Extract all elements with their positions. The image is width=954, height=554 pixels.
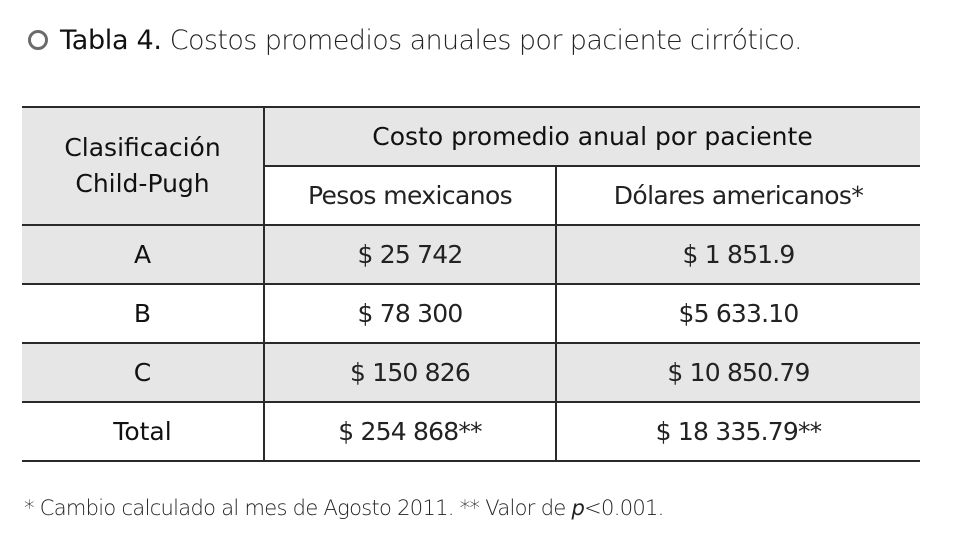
header-row-1: Clasificación Child-Pugh Costo promedio … bbox=[22, 106, 920, 226]
table-row-total: Total $ 254 868** $ 18 335.79** bbox=[22, 401, 920, 462]
table-row: A $ 25 742 $ 1 851.9 bbox=[22, 224, 920, 285]
table-row: C $ 150 826 $ 10 850.79 bbox=[22, 342, 920, 403]
row-class: Total bbox=[22, 401, 265, 462]
table-label: Tabla 4. bbox=[60, 24, 162, 56]
table-caption: Tabla 4. Costos promedios anuales por pa… bbox=[28, 18, 803, 62]
cost-table: Clasificación Child-Pugh Costo promedio … bbox=[22, 106, 920, 462]
row-usd: $ 1 851.9 bbox=[556, 224, 920, 285]
footnote-text: * Cambio calculado al mes de Agosto 2011… bbox=[24, 496, 572, 520]
header-dolares: Dólares americanos* bbox=[556, 165, 920, 226]
circle-bullet-icon bbox=[28, 30, 48, 50]
row-usd: $ 10 850.79 bbox=[556, 342, 920, 403]
row-mxn: $ 254 868** bbox=[264, 401, 557, 462]
header-pesos: Pesos mexicanos bbox=[264, 165, 557, 226]
row-mxn: $ 25 742 bbox=[264, 224, 557, 285]
row-mxn: $ 150 826 bbox=[264, 342, 557, 403]
footnote-p-value-symbol: p bbox=[571, 496, 585, 520]
row-usd: $5 633.10 bbox=[556, 283, 920, 344]
row-class: C bbox=[22, 342, 265, 403]
table-row: B $ 78 300 $5 633.10 bbox=[22, 283, 920, 344]
table-title: Costos promedios anuales por paciente ci… bbox=[169, 24, 803, 56]
header-classification: Clasificación Child-Pugh bbox=[22, 106, 265, 226]
row-usd: $ 18 335.79** bbox=[556, 401, 920, 462]
row-class: B bbox=[22, 283, 265, 344]
footnote-threshold: <0.001. bbox=[584, 496, 664, 520]
row-class: A bbox=[22, 224, 265, 285]
row-mxn: $ 78 300 bbox=[264, 283, 557, 344]
header-classification-line2: Child-Pugh bbox=[75, 169, 210, 198]
header-classification-line1: Clasificación bbox=[64, 132, 221, 162]
header-row-2: Pesos mexicanos Dólares americanos* bbox=[22, 165, 920, 226]
header-group: Costo promedio anual por paciente bbox=[264, 106, 920, 167]
table-footnote: * Cambio calculado al mes de Agosto 2011… bbox=[24, 496, 664, 520]
